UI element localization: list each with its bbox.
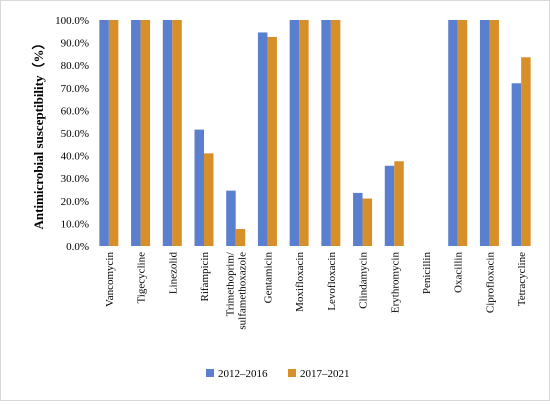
bar-series1 <box>99 20 109 246</box>
x-tick-label: Tetracycline <box>516 252 528 306</box>
bar-series2 <box>299 20 309 246</box>
y-tick-label: 100.0% <box>55 15 89 27</box>
legend-swatch <box>288 369 296 377</box>
bar-series1 <box>257 32 268 247</box>
bars-group <box>99 20 531 247</box>
bar-series1 <box>194 129 204 246</box>
y-tick-label: 30.0% <box>61 173 89 185</box>
x-tick-label: Clindamycin <box>358 252 370 309</box>
x-tick-label: Oxacillin <box>453 252 465 293</box>
bar-series2 <box>140 20 151 246</box>
bar-series2 <box>330 20 341 246</box>
bar-series2 <box>172 20 182 246</box>
bar-series1 <box>511 83 522 246</box>
y-tick-label: 70.0% <box>61 83 89 95</box>
bar-series1 <box>448 20 458 246</box>
legend-swatch <box>206 369 214 377</box>
y-tick-label: 80.0% <box>61 60 89 72</box>
x-tick-label: Gentamicin <box>262 252 274 304</box>
y-axis-ticks: 0.0% 10.0% 20.0% 30.0% 40.0% 50.0% 60.0% 70.0% 8… <box>55 15 89 253</box>
x-tick-label: Vancomycin <box>104 252 116 307</box>
legend-label: 2012–2016 <box>218 368 268 380</box>
x-tick-label: Linezolid <box>167 252 179 295</box>
bar-series2 <box>394 161 404 246</box>
y-tick-label: 40.0% <box>61 151 89 163</box>
bar-series2 <box>267 36 277 247</box>
y-tick-label: 60.0% <box>61 105 89 117</box>
y-tick-label: 50.0% <box>61 128 89 140</box>
x-tick-label: Penicillin <box>421 252 433 295</box>
x-tick-label: Rifampicin <box>199 252 211 302</box>
bar-series2 <box>521 57 531 246</box>
legend: 2012–2016 2017–2021 <box>206 368 350 380</box>
x-tick-label: Levofloxacin <box>326 252 338 311</box>
bar-series2 <box>489 20 499 246</box>
bar-series1 <box>384 165 395 246</box>
bar-series1 <box>131 20 141 246</box>
bar-series1 <box>162 20 173 246</box>
bar-series2 <box>108 20 119 246</box>
y-tick-label: 90.0% <box>61 38 89 50</box>
bar-series2 <box>235 229 246 246</box>
bar-series2 <box>457 20 468 246</box>
bar-series2 <box>204 153 214 246</box>
x-tick-label: Tigecycline <box>136 252 148 304</box>
bar-series1 <box>479 20 490 246</box>
bar-series1 <box>353 192 363 246</box>
y-tick-label: 10.0% <box>61 218 89 230</box>
x-axis-ticks: Vancomycin Tigecycline Linezolid Rifampicin… <box>104 251 528 330</box>
bar-series1 <box>289 20 300 246</box>
x-tick-label: Moxifloxacin <box>294 252 306 312</box>
x-tick-label: Erythromycin <box>389 252 401 314</box>
bar-series2 <box>362 198 373 246</box>
y-tick-label: 0.0% <box>66 241 89 253</box>
bar-series1 <box>226 190 236 246</box>
y-tick-label: 20.0% <box>61 196 89 208</box>
x-tick-label: Trimethoprim/sulfamethoxazole <box>225 251 249 330</box>
x-tick-label: Ciprofloxacin <box>484 252 496 314</box>
bar-series1 <box>321 20 331 246</box>
y-axis-label: Antimicrobial susceptibility（%） <box>31 37 46 230</box>
legend-label: 2017–2021 <box>300 368 350 380</box>
